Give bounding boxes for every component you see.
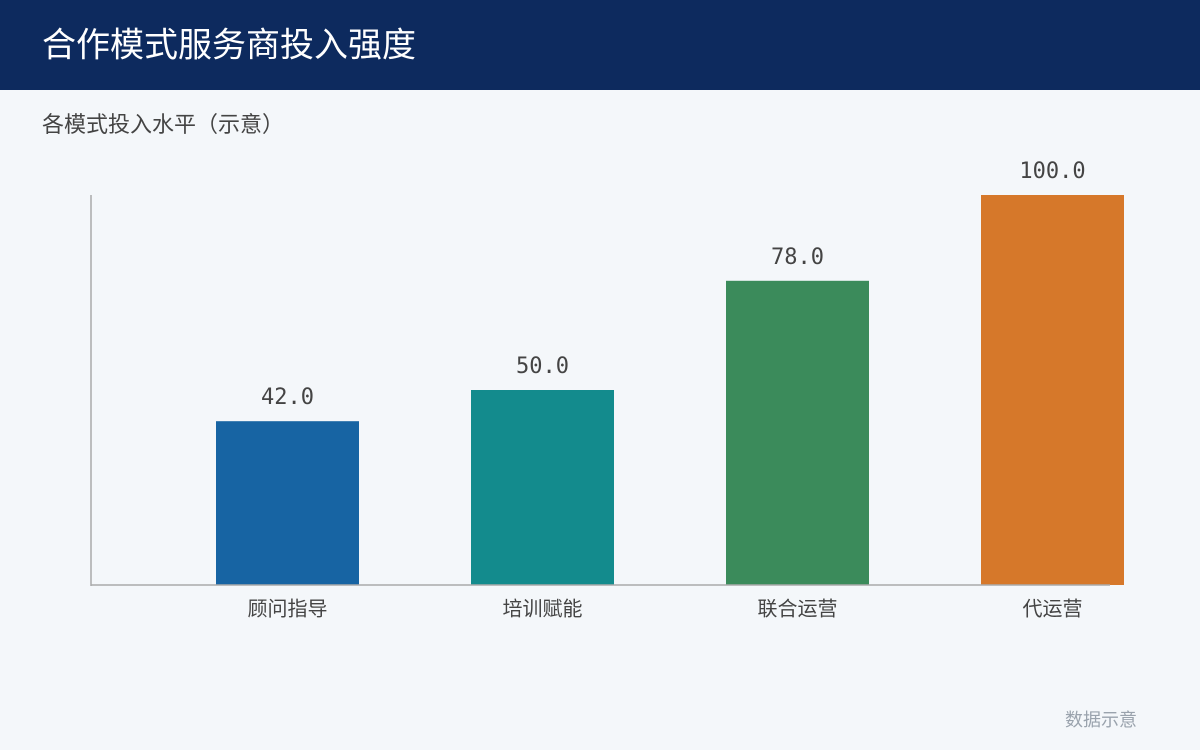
value-label: 42.0 <box>261 385 314 410</box>
x-tick-label: 代运营 <box>1023 597 1083 621</box>
bar <box>216 421 359 585</box>
header-bar <box>0 0 1200 90</box>
x-tick-label: 顾问指导 <box>248 597 328 621</box>
x-tick-label: 联合运营 <box>758 597 838 621</box>
chart-subtitle: 各模式投入水平（示意） <box>42 113 284 138</box>
bar <box>981 195 1124 585</box>
chart-title: 合作模式服务商投入强度 <box>42 26 416 66</box>
value-label: 50.0 <box>516 354 569 379</box>
annotation: 数据示意 <box>1065 710 1137 731</box>
value-label: 100.0 <box>1019 159 1085 184</box>
bar <box>726 280 869 585</box>
bar <box>471 390 614 585</box>
x-tick-label: 培训赋能 <box>503 597 583 621</box>
value-label: 78.0 <box>771 245 824 270</box>
